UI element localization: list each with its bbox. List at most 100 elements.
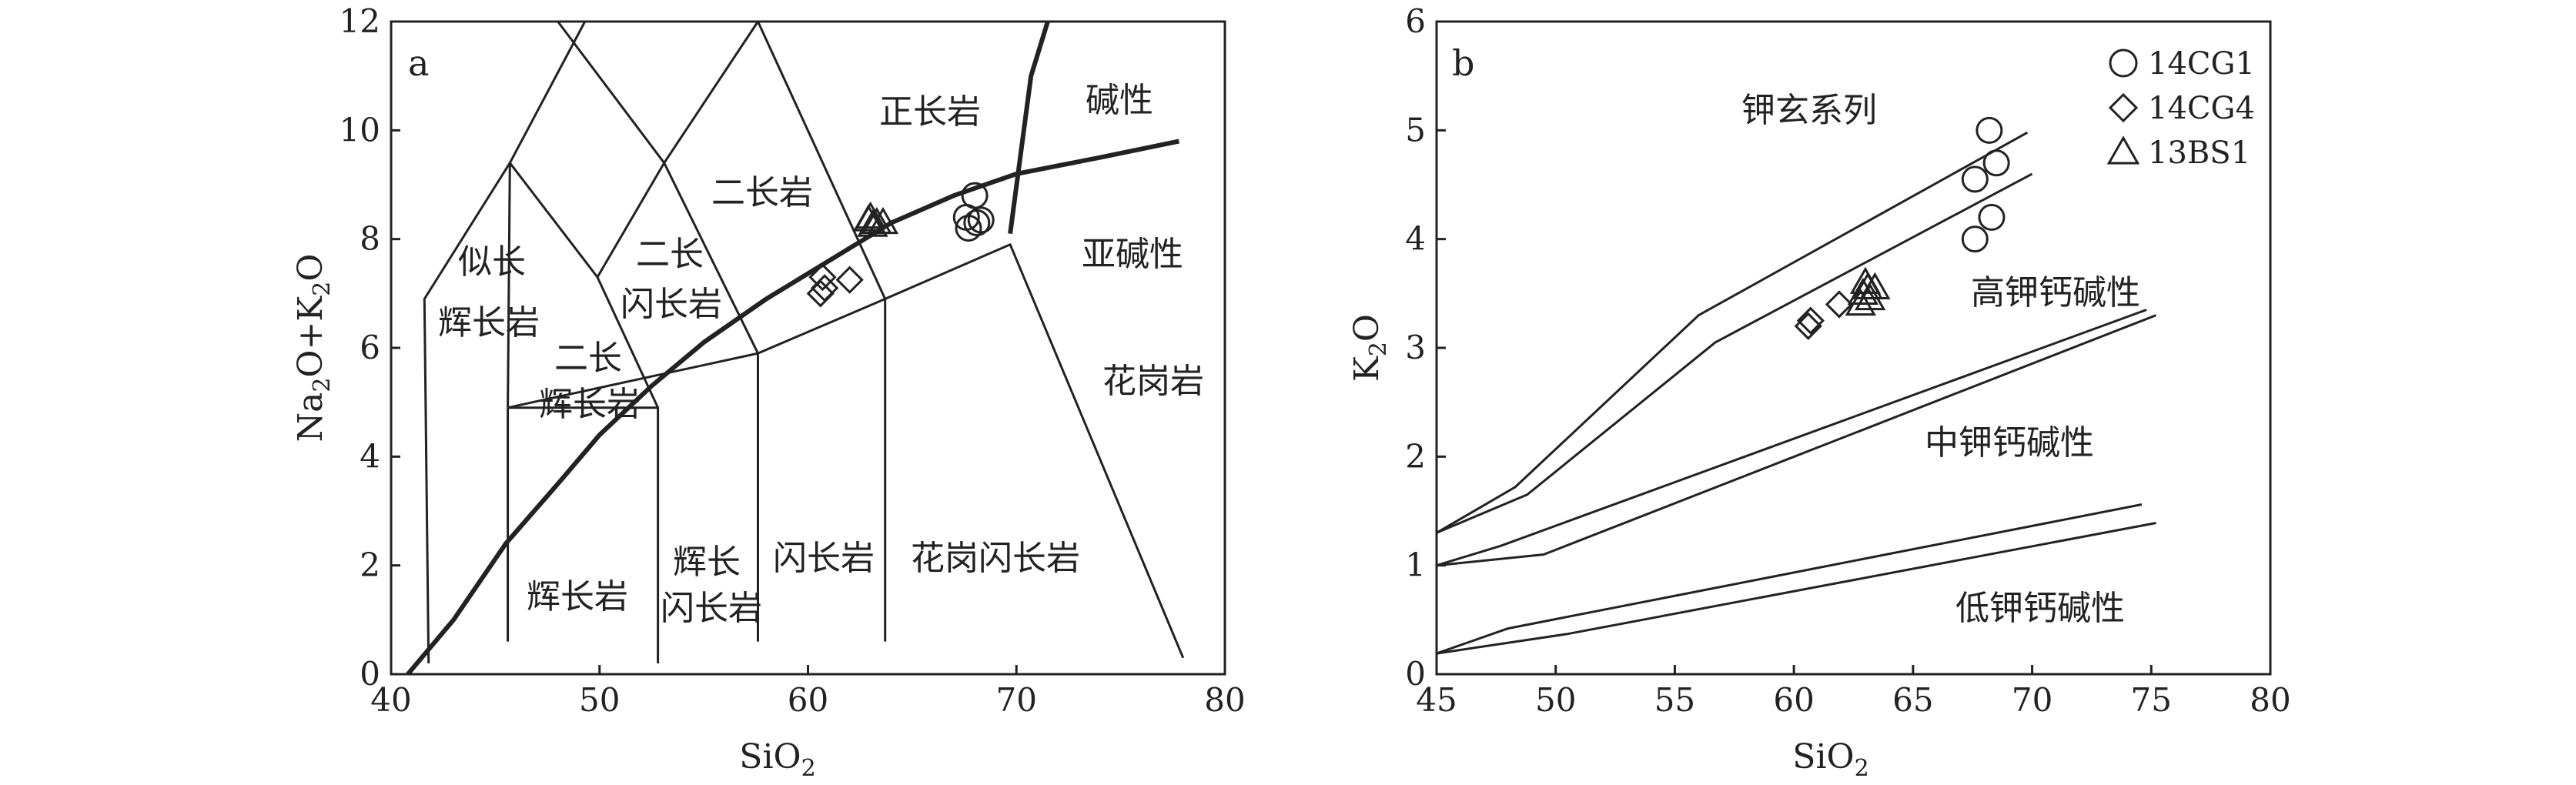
panel-b-x-tick-label: 70 [2012, 681, 2052, 719]
panel-b-point-14cg4 [1825, 290, 1854, 319]
field-label-shanchangyan-b: 闪长岩 [661, 589, 762, 628]
panel-b-point-14cg1 [1975, 116, 2003, 144]
panel-b-point-14cg1 [1982, 149, 2010, 177]
panel-a-x-tick-label: 60 [788, 681, 828, 719]
panel-a-point-14cg4 [811, 274, 839, 302]
panel-b-point-13bs1 [1852, 272, 1884, 299]
panel-a-point-14cg1 [963, 209, 991, 236]
field-label-low-k: 低钾钙碱性 [1955, 589, 2125, 628]
panel-b-x-axis-title: SiO2 [1792, 737, 1868, 782]
legend-marker-14cg4 [2108, 92, 2139, 123]
legend-label-13bs1: 13BS1 [2148, 135, 2250, 171]
panel-a-boundary-line [507, 352, 758, 409]
panel-b-x-tick-label: 80 [2250, 681, 2290, 719]
field-label-yajianxing: 亚碱性 [1082, 235, 1183, 274]
panel-a-y-tick-label: 2 [360, 546, 380, 584]
panel-a-field-labels: 似长 辉长岩 二长 闪长岩 二长 辉长岩 二长岩 正长岩 碱性 亚碱性 花岗岩 … [438, 81, 1204, 628]
field-label-shanchangyan-a: 闪长岩 [621, 285, 722, 324]
panel-b-y-tick-label: 3 [1405, 329, 1426, 366]
panel-a-x-axis-title: SiO2 [739, 737, 815, 782]
panel-b-x-tick-label: 55 [1654, 681, 1695, 719]
panel-b-y-tick-label: 5 [1405, 111, 1426, 149]
legend-label-14cg4: 14CG4 [2148, 91, 2255, 126]
panel-b-boundary-line [1436, 309, 2147, 567]
field-label-erchang-b: 二长 [554, 339, 622, 378]
field-label-erchang-a: 二长 [636, 235, 704, 274]
panel-b-y-tick-label: 6 [1405, 2, 1426, 40]
panel-b-boundary-line [1436, 503, 2143, 655]
panel-b-point-14cg4 [1794, 312, 1822, 340]
field-label-shoshonite: 钾玄系列 [1741, 91, 1877, 130]
panel-b-y-tick-label: 2 [1405, 437, 1426, 475]
field-label-huagangyan: 花岗岩 [1102, 362, 1204, 401]
panel-b-point-14cg1 [1961, 165, 1989, 193]
panel-a-x-tick-label: 80 [1204, 681, 1245, 719]
panel-a-y-tick-label: 10 [340, 111, 380, 149]
panel-a-boundary-line [406, 139, 1180, 676]
panel-a-x-tick-label: 50 [579, 681, 620, 719]
field-label-high-k: 高钾钙碱性 [1971, 273, 2140, 312]
field-label-zhengchangyan: 正长岩 [879, 92, 981, 132]
legend-marker-13bs1 [2106, 135, 2140, 165]
legend-marker-14cg1 [2109, 48, 2138, 78]
panel-a-point-13bs1 [855, 201, 886, 229]
panel-b-label: b [1452, 42, 1474, 84]
panel-a-y-tick-label: 4 [360, 437, 380, 475]
panel-a-point-13bs1 [867, 206, 899, 235]
panel-a-label: a [408, 42, 429, 84]
panel-a-boundary-line [423, 21, 587, 663]
panel-b-x-tick-label: 50 [1535, 681, 1576, 719]
panel-a-data-points [806, 182, 995, 308]
legend: 14CG1 14CG4 13BS1 [2106, 46, 2255, 171]
panel-a-ticks: 40 50 60 70 80 0 2 4 6 8 10 12 [340, 2, 1246, 719]
panel-b-x-tick-label: 75 [2131, 681, 2172, 719]
panel-b-x-tick-label: 65 [1892, 681, 1933, 719]
panel-b-boundary-line [1436, 131, 2029, 534]
panel-a-boundary-line [507, 162, 511, 408]
panel-a-x-tick-label: 70 [996, 681, 1037, 719]
panel-b-field-labels: 钾玄系列 高钾钙碱性 中钾钙碱性 低钾钙碱性 [1741, 91, 2140, 628]
panel-b-y-tick-label: 1 [1405, 546, 1426, 584]
panel-a-y-tick-label: 6 [360, 329, 380, 366]
panel-a-y-axis-title: Na2O+K2O [291, 254, 336, 443]
panel-a-y-tick-label: 12 [340, 2, 380, 40]
field-label-sijang: 似长 [458, 242, 526, 282]
panel-a-boundary-line [1008, 21, 1050, 234]
field-label-huagangshanchangyan: 花岗闪长岩 [911, 539, 1080, 578]
panel-a-point-14cg4 [806, 279, 835, 308]
field-label-medium-k: 中钾钙碱性 [1925, 423, 2094, 463]
panel-b-point-14cg4 [1796, 306, 1825, 335]
panel-b-data-points [1794, 116, 2010, 340]
panel-b-y-tick-label: 0 [1405, 655, 1426, 693]
panel-b-boundary-line [1436, 522, 2156, 655]
panel-a-point-14cg4 [835, 266, 864, 294]
panel-b-point-14cg1 [1978, 203, 2006, 231]
field-label-huichangyan-b: 辉长岩 [539, 385, 641, 424]
panel-a-point-14cg4 [808, 263, 837, 292]
tas-panel: a 40 50 60 70 80 0 2 4 6 8 10 12 似长 辉长岩 二长 闪长岩 二长 辉… [291, 2, 1246, 782]
panel-a-y-tick-label: 8 [360, 220, 380, 258]
field-label-jianxing: 碱性 [1086, 81, 1153, 120]
panel-a-boundary-line [557, 20, 887, 300]
field-label-shanchangyan-c: 闪长岩 [773, 539, 875, 578]
panel-b-boundary-line [1436, 172, 2033, 534]
field-label-huichang: 辉长 [673, 543, 741, 582]
field-label-huichangyan-a: 辉长岩 [438, 303, 540, 342]
panel-b-x-tick-label: 60 [1773, 681, 1814, 719]
panel-a-point-13bs1 [857, 209, 888, 237]
panel-b-point-13bs1 [1847, 277, 1879, 306]
panel-b-boundary-line [1436, 314, 2157, 567]
panel-b-point-13bs1 [1845, 288, 1876, 316]
panel-a-field-boundaries [406, 20, 1185, 676]
panel-b-y-tick-label: 4 [1405, 220, 1426, 258]
panel-a-point-14cg1 [955, 215, 982, 242]
field-label-huichangyan-c: 辉长岩 [527, 577, 628, 616]
panel-a-y-tick-label: 0 [360, 655, 380, 693]
panel-b-point-14cg1 [1961, 225, 1989, 253]
legend-label-14cg1: 14CG1 [2148, 46, 2255, 82]
panel-b-x-tick-label: 45 [1416, 681, 1457, 719]
field-label-erchangyan: 二长岩 [711, 173, 813, 212]
panel-b-y-axis-title: K2O [1347, 314, 1392, 382]
